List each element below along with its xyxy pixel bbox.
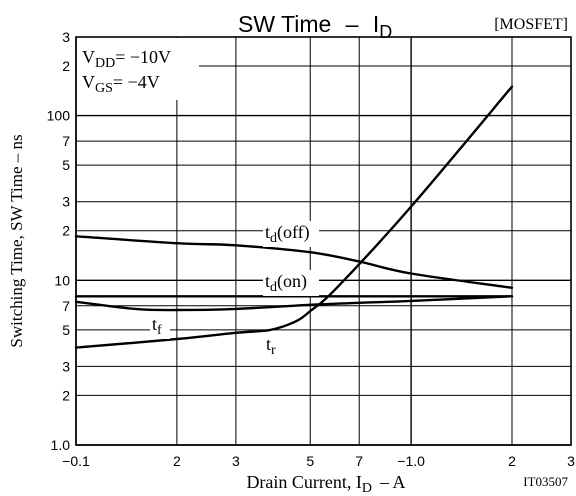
y-tick-label: 3 xyxy=(62,194,70,210)
td-on-label-background xyxy=(263,270,319,296)
tf-label: tf xyxy=(152,314,162,338)
td-off-label-background xyxy=(263,221,319,247)
x-tick-label: 2 xyxy=(173,453,181,469)
td-off-label: td(off) xyxy=(265,222,310,246)
y-tick-label: 2 xyxy=(62,387,70,403)
y-axis-label: Switching Time, SW Time – ns xyxy=(7,134,26,347)
td-off-curve xyxy=(74,235,514,289)
x-tick-label: 3 xyxy=(232,453,240,469)
y-tick-labels: 1.0 2 3 5 7 10 2 3 5 7 100 2 3 xyxy=(47,29,71,453)
chart-header: SW Time – ID [MOSFET] xyxy=(238,11,568,42)
x-tick-label: −1.0 xyxy=(397,453,425,469)
conditions-background xyxy=(77,38,199,100)
conditions-box: VDD= −10V VGS= −4V xyxy=(77,38,199,100)
x-tick-label: 3 xyxy=(567,453,575,469)
tr-curve xyxy=(74,85,514,349)
curves xyxy=(74,85,514,349)
figure-code: IT03507 xyxy=(523,474,568,489)
x-tick-label: 7 xyxy=(355,453,363,469)
x-tick-label: 5 xyxy=(306,453,314,469)
device-tag: [MOSFET] xyxy=(494,16,568,33)
y-tick-label: 7 xyxy=(62,298,70,314)
tf-label-background xyxy=(150,313,170,339)
x-tick-label: −0.1 xyxy=(62,453,90,469)
y-tick-label: 1.0 xyxy=(51,437,71,453)
y-tick-label: 2 xyxy=(62,223,70,239)
x-tick-labels: −0.1 2 3 5 7 −1.0 2 3 xyxy=(62,453,575,469)
chart-title: SW Time – ID xyxy=(238,11,392,42)
x-tick-label: 2 xyxy=(508,453,516,469)
x-axis-label: Drain Current, ID – A xyxy=(246,472,405,496)
td-on-label: td(on) xyxy=(265,271,307,295)
y-tick-label: 100 xyxy=(47,108,71,124)
tr-label: tr xyxy=(266,334,276,358)
series-labels: td(off) td(on) tf tr xyxy=(150,221,319,359)
y-tick-label: 5 xyxy=(62,322,70,338)
y-tick-label: 10 xyxy=(54,272,70,288)
y-tick-label: 3 xyxy=(62,358,70,374)
vgs-condition: VGS= −4V xyxy=(82,72,160,96)
plot-frame xyxy=(75,36,572,446)
y-tick-label: 5 xyxy=(62,157,70,173)
y-tick-label: 2 xyxy=(62,58,70,74)
y-tick-label: 7 xyxy=(62,133,70,149)
vdd-condition: VDD= −10V xyxy=(82,47,171,71)
tf-curve xyxy=(74,295,514,312)
y-tick-label: 3 xyxy=(62,29,70,45)
tr-label-background xyxy=(264,333,284,359)
